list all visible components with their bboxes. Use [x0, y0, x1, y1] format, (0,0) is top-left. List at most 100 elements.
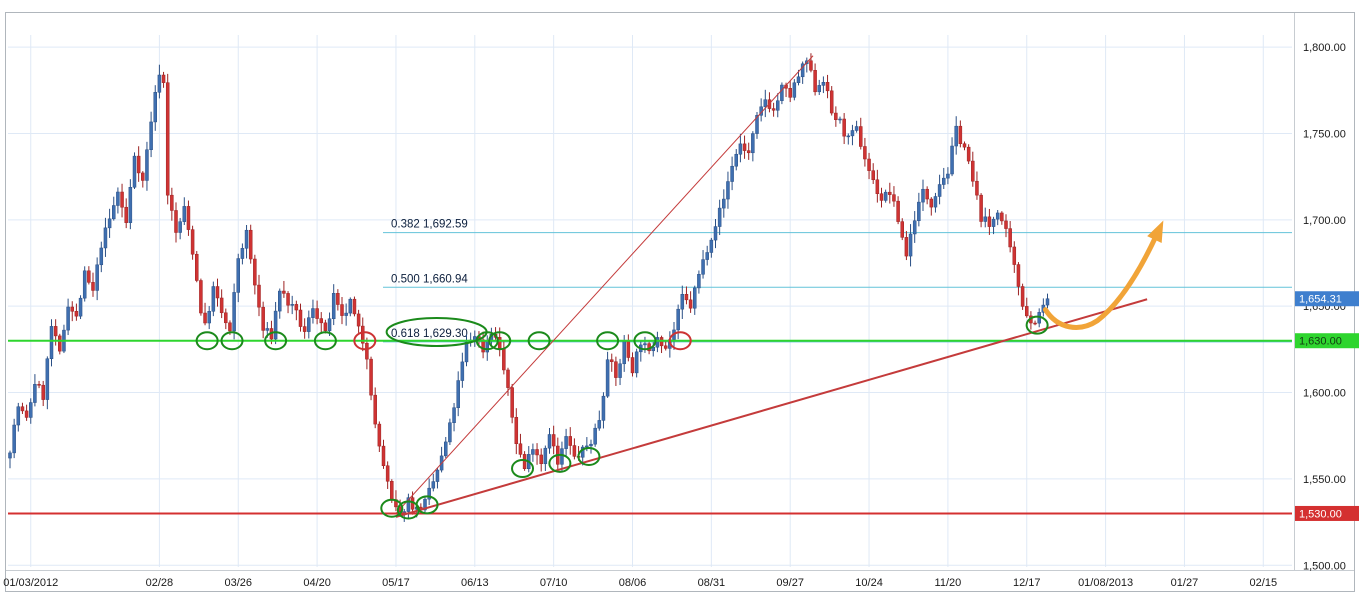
candle-body [684, 294, 689, 301]
fib-label: 0.382 1,692.59 [391, 219, 468, 231]
candle-body [614, 361, 618, 378]
time-axis-label: 02/15 [1250, 577, 1278, 589]
candle-body [717, 207, 722, 227]
bounce-arrow-head [1147, 220, 1164, 243]
candle-body [485, 340, 489, 353]
candle-body [286, 293, 290, 306]
candle-body [995, 212, 1000, 220]
candle-body [551, 434, 556, 447]
candle-body [809, 60, 813, 71]
candle-body [942, 177, 946, 185]
candle-body [601, 395, 606, 421]
candle-body [331, 293, 336, 320]
candle-body [966, 146, 971, 162]
candle-body [514, 417, 519, 445]
candle-body [298, 309, 303, 327]
touch-circle-green [1025, 315, 1049, 335]
candle-body [49, 326, 54, 359]
candle-body [863, 146, 867, 160]
candle-body [228, 322, 232, 332]
price-axis-label: 1,750.00 [1303, 128, 1346, 140]
candle-body [937, 184, 942, 197]
candle-body [95, 264, 99, 291]
time-axis[interactable]: 01/03/2012 02/28 03/26 04/20 05/17 06/13 07/10… [3, 577, 1277, 589]
candle-body [211, 286, 216, 312]
time-axis-label: 05/17 [382, 577, 410, 589]
price-badge [1295, 505, 1359, 521]
candle-body [248, 229, 253, 260]
candle-body [170, 194, 174, 211]
price-badge [1295, 291, 1359, 307]
candle-body [124, 206, 128, 223]
candle-body [16, 406, 21, 426]
candle-body [145, 149, 149, 181]
candle-body [655, 337, 660, 348]
candle-body [971, 160, 975, 182]
candle-body [273, 310, 278, 340]
candle-body [713, 226, 718, 241]
candle-body [987, 216, 992, 227]
support-trend[interactable] [395, 298, 1148, 518]
touch-circle-green [596, 331, 620, 351]
time-axis-label: 01/08/2013 [1078, 577, 1133, 589]
candle-body [294, 304, 299, 311]
candle-body [892, 194, 896, 202]
candle-body [219, 297, 224, 314]
candle-body [796, 76, 801, 83]
candle-body [688, 299, 693, 309]
candle-body [348, 298, 353, 314]
candle-body [746, 150, 751, 154]
price-axis[interactable]: 1,800.001,750.001,700.001,650.001,600.00… [1303, 42, 1346, 572]
candle-body [842, 118, 846, 137]
candle-body [788, 88, 792, 98]
candle-body [1008, 228, 1012, 248]
candle-body [834, 112, 838, 121]
candle-body [186, 206, 191, 230]
candle-body [904, 237, 909, 257]
candle-body [456, 380, 460, 408]
candle-body [58, 335, 62, 352]
candle-body [8, 452, 12, 459]
candle-body [755, 115, 759, 134]
candle-body [547, 434, 552, 449]
candle-body [634, 351, 639, 374]
touch-circle-green [264, 331, 288, 351]
candle-body [643, 343, 647, 346]
candle-body [1033, 322, 1037, 325]
candle-body [199, 280, 203, 314]
rally-line[interactable] [395, 55, 814, 514]
candle-body [813, 70, 817, 93]
candle-body [792, 82, 797, 98]
time-axis-label: 03/26 [224, 577, 252, 589]
candle-body [680, 294, 685, 310]
candle-body [580, 446, 585, 458]
candle-body [107, 218, 112, 229]
candle-body [182, 206, 187, 222]
time-axis-label: 02/28 [146, 577, 174, 589]
candle-body [535, 449, 539, 456]
candle-body [87, 270, 91, 283]
candle-body [215, 286, 220, 299]
candle-body [365, 342, 369, 360]
candle-body [190, 229, 195, 255]
candle-body [120, 191, 124, 208]
candle-body [302, 326, 307, 332]
fib-label: 0.500 1,660.94 [391, 273, 468, 285]
candle-body [917, 201, 921, 222]
candle-body [29, 402, 33, 418]
candle-body [452, 407, 456, 423]
time-axis-label: 01/27 [1171, 577, 1199, 589]
candle-body [751, 133, 755, 154]
candle-body [780, 84, 784, 101]
candle-body [896, 200, 900, 222]
candle-body [962, 143, 967, 148]
candle-body [846, 135, 851, 138]
candle-body [859, 126, 863, 147]
touch-circle-green [511, 459, 535, 479]
candle-body [265, 328, 270, 331]
time-axis-label: 09/27 [776, 577, 804, 589]
candle-body [867, 158, 871, 171]
candle-body [236, 258, 240, 293]
candle-body [431, 481, 436, 489]
